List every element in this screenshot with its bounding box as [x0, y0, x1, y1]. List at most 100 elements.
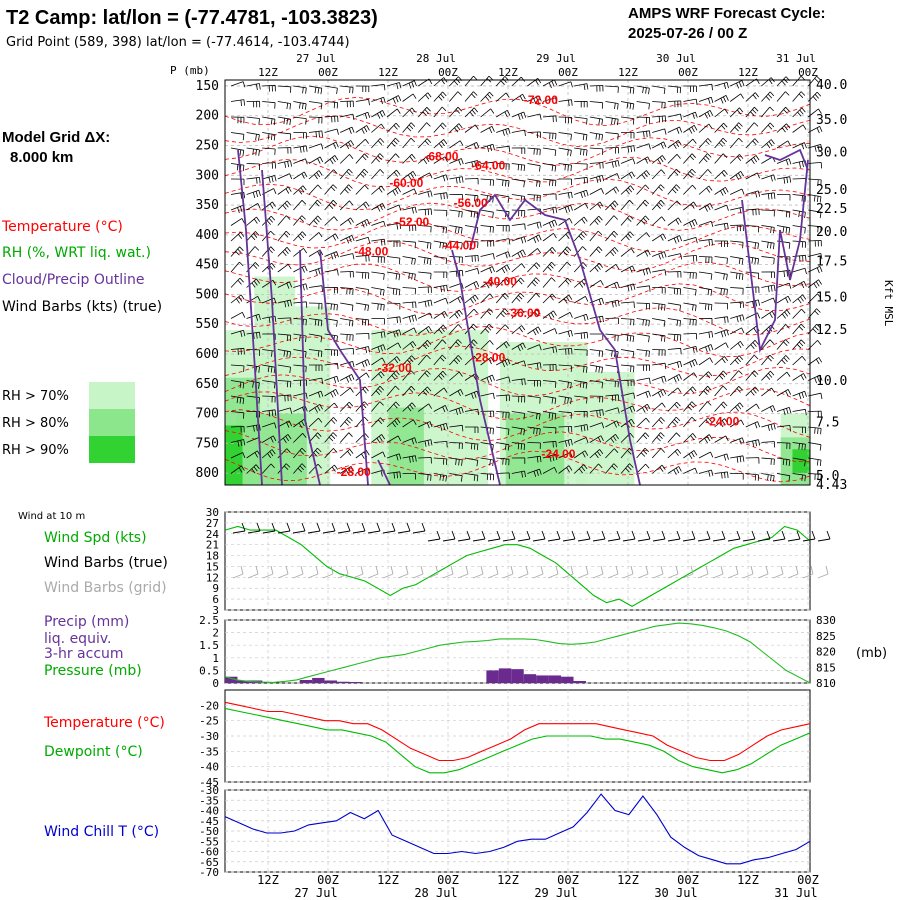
wind-barb [636, 463, 650, 474]
wind-barb [589, 262, 604, 273]
wind-barb [636, 447, 650, 459]
wind-barb [433, 457, 448, 465]
wind-barb [246, 231, 260, 242]
wind-barb [417, 354, 431, 366]
kft-tick: 25.0 [816, 183, 847, 198]
wind-barb-grid [382, 565, 394, 579]
temperature-contour-label: -32.00 [378, 361, 412, 375]
wind-barb [324, 101, 338, 109]
wind-barb [355, 201, 370, 211]
temperature-contour-label: -44.00 [442, 239, 476, 253]
wind-barb [776, 389, 792, 397]
wind-barb [714, 153, 728, 164]
wind-barb [667, 100, 682, 108]
label-dewpoint: Dewpoint (°C) [44, 744, 143, 760]
wind-barb [277, 407, 293, 414]
wind-barb [324, 287, 338, 294]
wind-barb-grid [802, 565, 814, 579]
wind-barb [340, 318, 354, 327]
wind-barb [324, 388, 339, 398]
wind-barb [542, 206, 558, 214]
wind-barb [698, 96, 714, 105]
legend-rh: RH (%, WRT liq. wat.) [2, 245, 151, 261]
bottom-date-tick: 30 Jul [654, 886, 697, 900]
wind-barb [542, 147, 557, 157]
cloud-outline-segment [451, 249, 501, 486]
wind-barb [324, 184, 338, 195]
wind-chill-panel-tick: -55 [199, 835, 219, 848]
wind-chill-panel-tick: -35 [199, 794, 219, 807]
wind-barb [324, 432, 338, 443]
precip-bar [237, 680, 250, 683]
wind-barb [464, 255, 479, 262]
wind-barb [683, 153, 696, 164]
wind-barb [574, 364, 588, 373]
wind-barb [605, 420, 620, 428]
top-hour-tick: 00Z [678, 66, 698, 79]
wind-barb [449, 424, 464, 432]
wind-barb [324, 128, 339, 135]
wind-barb-true [397, 522, 411, 534]
wind-barb [246, 380, 260, 389]
wind-barb [745, 457, 760, 464]
wind-barb [496, 457, 510, 466]
wind-barb [620, 333, 635, 343]
wind-barb [574, 189, 589, 199]
wind-barb [495, 109, 511, 118]
wind-barb [573, 464, 588, 474]
wind-barb [776, 457, 791, 466]
wind-barb [714, 137, 728, 149]
wind-barb [262, 409, 277, 417]
wind-barb [651, 432, 665, 443]
wind-barb [808, 240, 822, 247]
precip-bar [225, 676, 238, 683]
wind-barb [402, 355, 416, 366]
wind-barb [792, 124, 807, 133]
wind-barb [324, 251, 339, 260]
wind-barb [745, 299, 760, 308]
wind-barb [433, 174, 449, 182]
wind-speed-panel-tick: 15 [206, 560, 219, 573]
wind-barb [776, 269, 791, 278]
wind-barb [246, 189, 261, 199]
wind-barb [683, 219, 698, 228]
wind-barb [620, 185, 635, 195]
wind-barb [667, 184, 681, 195]
wind-barb [651, 388, 667, 398]
wind-barb [496, 426, 510, 436]
wind-barb [449, 106, 462, 118]
wind-barb [730, 80, 745, 89]
wind-barb [542, 466, 558, 474]
wind-barb-grid [322, 565, 334, 579]
wind-barb [683, 359, 698, 368]
wind-barb [683, 416, 696, 428]
wind-barb [277, 281, 293, 289]
wind-barb [371, 185, 385, 195]
wind-barb [230, 218, 245, 226]
label-precip-accum: 3-hr accum [44, 646, 124, 662]
wind-barb [636, 390, 651, 398]
wind-barb [511, 129, 526, 137]
wind-barb [418, 421, 433, 429]
wind-barb [402, 271, 416, 281]
wind-barb [652, 302, 666, 311]
wind-barb [402, 224, 417, 232]
pressure-tick: 550 [196, 317, 219, 332]
wind-barb [589, 380, 604, 389]
bottom-hour-tick: 12Z [377, 873, 399, 887]
wind-barb [605, 186, 620, 195]
wind-barb [714, 418, 729, 428]
wind-speed-panel-tick: 9 [212, 582, 219, 595]
wind-barb [308, 377, 324, 385]
wind-barb-true [547, 530, 561, 542]
wind-barb [324, 269, 339, 276]
wind-barb-grid [502, 565, 514, 579]
wind-barb [667, 168, 681, 180]
wind-barb [620, 199, 634, 211]
wind-barb [511, 147, 526, 154]
wind-barb [636, 170, 651, 180]
wind-barb [262, 175, 277, 183]
wind-barb [277, 349, 291, 358]
wind-barb [418, 256, 432, 265]
wind-barb [527, 344, 542, 351]
